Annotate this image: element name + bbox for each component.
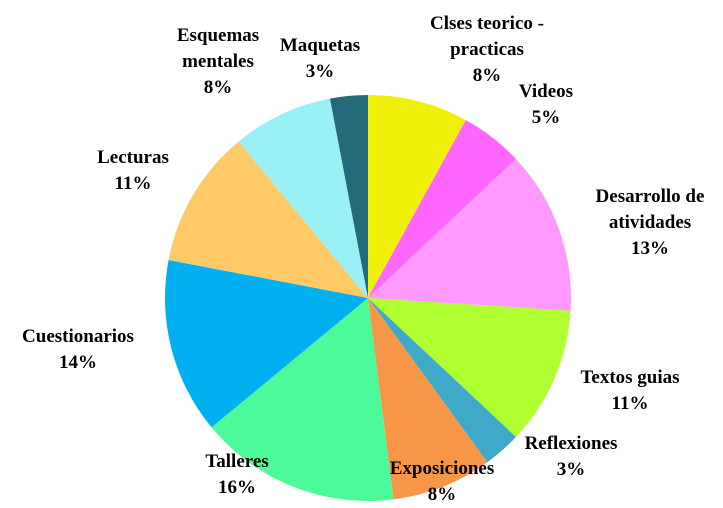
value-label: 11% [611,393,649,414]
slice-label: Videos 5% [506,79,586,131]
slice-label: Textos guias 11% [560,365,700,417]
pie-slice [368,120,516,298]
pie-slice [211,298,394,501]
slice-label: Lecturas 11% [78,145,188,197]
category-name: Talleres [205,451,269,472]
slice-label: Maquetas 3% [270,33,370,85]
pie-slice [165,259,368,428]
value-label: 3% [305,61,335,82]
category-name: Reflexiones [524,433,618,454]
value-label: 14% [59,352,97,373]
slice-label: Desarrollo de atividades 13% [580,184,720,262]
pie-slice [329,95,368,298]
category-name: Exposiciones [389,458,495,479]
value-label: 5% [531,107,561,128]
category-name: Cuestionarios [22,326,134,347]
pie-slice [368,298,571,437]
slice-label: Talleres 16% [187,449,287,501]
category-name: Maquetas [279,35,361,56]
value-label: 8% [472,65,502,86]
category-name: Textos guias [580,367,680,388]
category-name: Desarrollo de atividades [595,186,705,233]
category-name: Videos [518,81,574,102]
value-label: 16% [218,477,256,498]
slice-label: Exposiciones 8% [372,456,512,508]
category-name: Lecturas [97,147,169,168]
value-label: 3% [556,459,586,480]
slice-label: Esquemas mentales 8% [163,23,273,101]
category-name: Esquemas mentales [176,25,260,72]
value-label: 8% [427,484,457,505]
pie-slice [368,159,572,311]
category-name: Clses teorico - practicas [430,13,544,60]
pie-slice [368,298,516,463]
pie-slice [168,141,368,298]
pie-slice [368,95,466,298]
value-label: 13% [631,238,669,259]
slice-label: Reflexiones 3% [506,431,636,483]
pie-slice [238,98,368,298]
slice-label: Cuestionarios 14% [3,324,153,376]
value-label: 11% [114,173,152,194]
value-label: 8% [203,77,233,98]
slice-label: Clses teorico - practicas 8% [402,11,572,89]
pie-slice [368,298,488,500]
